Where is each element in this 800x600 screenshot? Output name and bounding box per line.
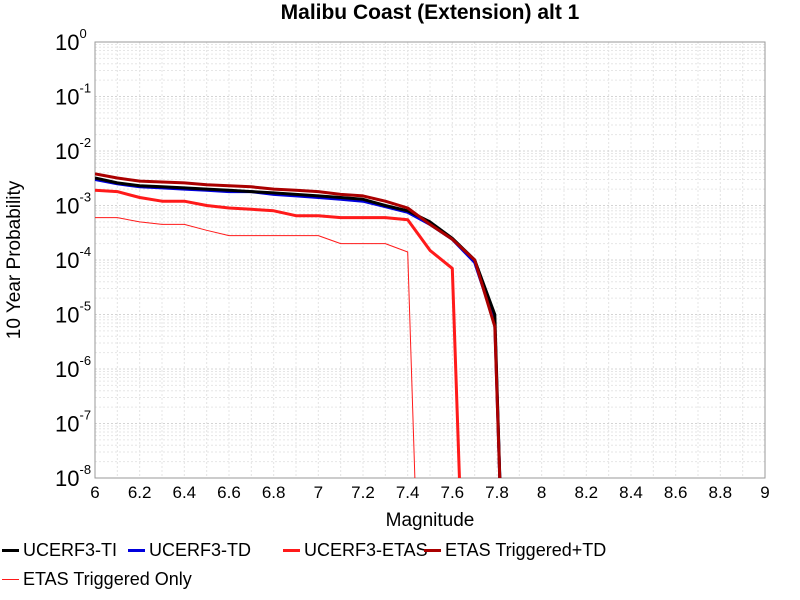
x-tick-label: 6.2 [128,483,152,502]
series-line-etas-triggered-only [95,217,416,478]
x-tick-label: 8.2 [575,483,599,502]
legend-item: UCERF3-TI [2,540,117,561]
series-line-ucerf3-etas [95,188,461,478]
x-tick-label: 6.6 [217,483,241,502]
series-layer [95,172,502,478]
x-tick-label: 8.8 [709,483,733,502]
y-tick-label: 100 [55,26,87,55]
x-tick-label: 7.2 [351,483,375,502]
grid [94,42,766,479]
legend-swatch [2,579,19,580]
legend-label: ETAS Triggered+TD [445,540,607,560]
plot-frame [94,41,766,479]
x-tick-label: 9 [760,483,769,502]
y-tick-label: 10-5 [55,299,91,328]
y-tick-label: 10-4 [55,244,91,273]
legend-label: UCERF3-TD [149,540,251,560]
legend-item: UCERF3-ETAS [283,540,428,561]
y-axis-label: 10 Year Probability [4,180,25,339]
legend-swatch [128,549,145,552]
y-tick-label: 10-7 [55,408,91,437]
x-tick-labels: 6 6.2 6.4 6.6 6.8 7 7.2 7.4 7.6 7.8 8 8.2 8.4 8.6 8.8 9 [90,483,769,502]
x-tick-label: 7.8 [485,483,509,502]
legend-label: ETAS Triggered Only [23,569,192,589]
legend-swatch [283,549,300,552]
x-tick-label: 8 [537,483,546,502]
y-tick-label: 10-2 [55,135,91,164]
series-line-etas-triggered-td [95,172,502,478]
x-tick-label: 7 [314,483,323,502]
y-tick-label: 10-1 [55,81,91,110]
legend-label: UCERF3-TI [23,540,117,560]
x-tick-label: 6.4 [173,483,197,502]
x-tick-label: 7.6 [441,483,465,502]
x-tick-label: 7.4 [396,483,420,502]
x-tick-label: 6.8 [262,483,286,502]
chart-title: Malibu Coast (Extension) alt 1 [281,1,580,24]
x-axis-label: Magnitude [386,510,475,531]
legend-label: UCERF3-ETAS [304,540,428,560]
legend: UCERF3-TI UCERF3-TD UCERF3-ETAS ETAS Trigge… [0,536,800,600]
x-tick-label: 6 [90,483,99,502]
y-tick-label: 10-6 [55,353,91,382]
x-tick-label: 8.4 [619,483,643,502]
x-tick-label: 8.6 [664,483,688,502]
y-tick-label: 10-8 [55,462,91,491]
legend-swatch [424,549,441,552]
legend-item: ETAS Triggered Only [2,569,192,590]
y-tick-label: 10-3 [55,190,91,219]
legend-swatch [2,549,19,552]
y-tick-labels: 100 10-1 10-2 10-3 10-4 10-5 10-6 10-7 10-8 [55,26,91,491]
legend-item: UCERF3-TD [128,540,251,561]
legend-item: ETAS Triggered+TD [424,540,606,561]
